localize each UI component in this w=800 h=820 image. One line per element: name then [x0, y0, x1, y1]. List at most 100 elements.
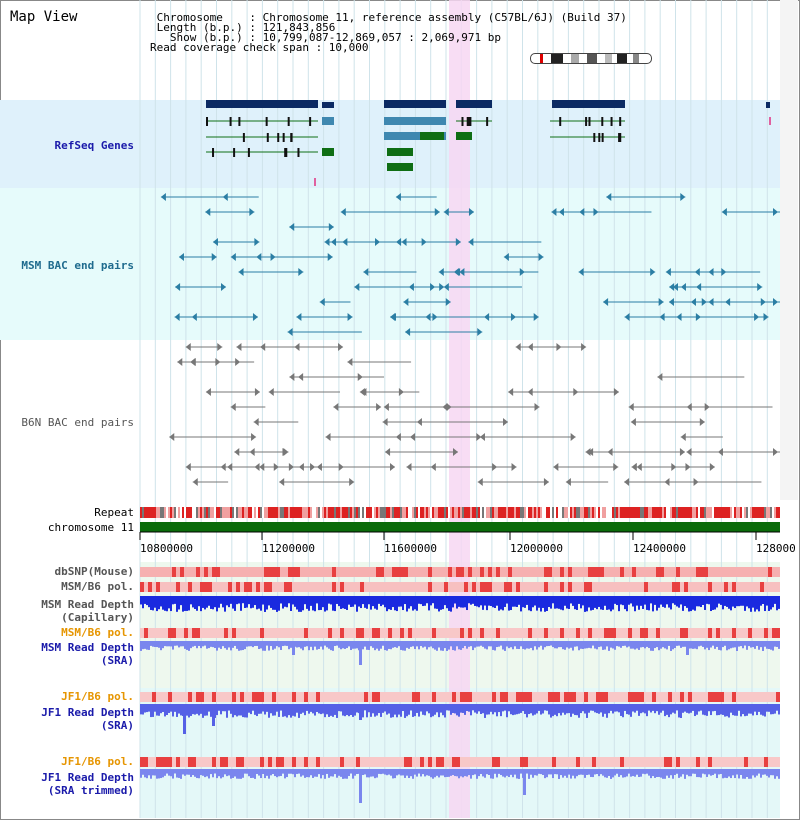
- jf1-b6-pol-strip: [372, 692, 376, 702]
- repeat-mark: [738, 507, 740, 518]
- jf1-sra-depth: [264, 704, 266, 715]
- dbsnp-strip: [396, 567, 400, 577]
- msm-capillary-depth: [662, 596, 664, 607]
- jf1-b6-pol-strip: [352, 692, 356, 702]
- jf1-sra-depth: [666, 704, 668, 715]
- jf1-sra-depth: [406, 704, 408, 717]
- jf1-sra-depth: [592, 704, 594, 711]
- jf1-b6-pol-strip: [456, 692, 460, 702]
- msm-b6-pol-strip: [488, 582, 492, 592]
- dbsnp-strip: [572, 567, 576, 577]
- jf1-trimmed-depth: [242, 769, 244, 778]
- msm-sra-depth: [600, 641, 602, 647]
- jf1-b6-pol-trimmed-strip: [332, 757, 336, 767]
- msm-b6-pol-sra-strip: [724, 628, 728, 638]
- msm-b6-pol-strip: [500, 582, 504, 592]
- dbsnp-strip: [680, 567, 684, 577]
- jf1-trimmed-depth: [268, 769, 270, 779]
- repeat-mark: [778, 507, 780, 518]
- gene-exon-mark: [588, 117, 591, 126]
- jf1-trimmed-depth: [382, 769, 384, 774]
- jf1-trimmed-depth: [498, 769, 500, 774]
- msm-b6-pol-strip: [408, 582, 412, 592]
- jf1-b6-pol-trimmed-strip: [524, 757, 528, 767]
- repeat-mark: [212, 507, 214, 518]
- jf1-trimmed-depth: [146, 769, 148, 779]
- msm-sra-depth: [176, 641, 178, 646]
- jf1-b6-pol-strip: [300, 692, 304, 702]
- jf1-b6-pol-strip: [612, 692, 616, 702]
- msm-capillary-depth: [556, 596, 558, 609]
- jf1-b6-pol-strip: [668, 692, 672, 702]
- msm-sra-depth: [192, 641, 194, 647]
- msm-bac-pair-end: [391, 313, 397, 321]
- msm-sra-depth: [162, 641, 164, 649]
- msm-b6-pol-strip: [292, 582, 296, 592]
- jf1-trimmed-depth: [172, 769, 174, 779]
- chromosome-ideogram[interactable]: [530, 53, 652, 64]
- jf1-b6-pol-strip: [484, 692, 488, 702]
- jf1-b6-pol-trimmed-strip: [680, 757, 684, 767]
- highlight-region[interactable]: [449, 0, 470, 818]
- jf1-b6-pol-strip: [208, 692, 212, 702]
- msm-capillary-depth: [596, 596, 598, 610]
- msm-b6-pol-sra-strip: [260, 628, 264, 638]
- msm-bac-pair-end: [669, 283, 675, 291]
- jf1-trimmed-depth: [140, 769, 142, 778]
- b6n-bac-pair-end: [680, 433, 686, 441]
- jf1-sra-depth: [680, 704, 682, 718]
- msm-capillary-depth: [470, 596, 472, 605]
- repeat-mark: [550, 507, 552, 518]
- repeat-mark: [200, 507, 202, 518]
- jf1-sra-depth: [456, 704, 458, 716]
- jf1-b6-pol-trimmed-strip: [268, 757, 272, 767]
- repeat-mark: [366, 507, 368, 518]
- jf1-sra-depth: [682, 704, 684, 713]
- gene-marker: [314, 178, 316, 186]
- jf1-b6-pol-trimmed-strip: [776, 757, 780, 767]
- msm-b6-pol-sra-strip: [316, 628, 320, 638]
- msm-b6-pol-sra-strip: [188, 628, 192, 638]
- repeat-mark: [474, 507, 476, 518]
- repeat-mark: [372, 507, 374, 518]
- msm-capillary-depth: [550, 596, 552, 609]
- msm-capillary-depth: [222, 596, 224, 608]
- gene-exon-mark: [601, 133, 604, 142]
- jf1-sra-depth: [448, 704, 450, 711]
- jf1-b6-pol-trimmed-strip: [140, 757, 144, 767]
- msm-b6-pol-strip: [324, 582, 328, 592]
- msm-sra-depth: [542, 641, 544, 650]
- jf1-sra-depth: [656, 704, 658, 712]
- msm-b6-pol-strip: [280, 582, 284, 592]
- jf1-b6-pol-strip: [324, 692, 328, 702]
- msm-sra-depth: [494, 641, 496, 651]
- jf1-b6-pol-trimmed-strip: [536, 757, 540, 767]
- msm-capillary-depth: [772, 596, 774, 608]
- msm-sra-depth: [376, 641, 378, 649]
- msm-sra-depth: [610, 641, 612, 648]
- msm-b6-pol-strip: [340, 582, 344, 592]
- msm-capillary-depth: [336, 596, 338, 604]
- label-line: JF1/B6 pol.: [61, 690, 134, 703]
- dbsnp-strip: [152, 567, 156, 577]
- jf1-sra-depth: [314, 704, 316, 716]
- jf1-sra-depth: [164, 704, 166, 717]
- jf1-sra-depth: [600, 704, 602, 713]
- msm-b6-pol-sra-strip: [712, 628, 716, 638]
- jf1-b6-pol-strip: [244, 692, 248, 702]
- msm-b6-pol-sra-strip: [228, 628, 232, 638]
- msm-sra-depth: [424, 641, 426, 647]
- msm-capillary-depth: [370, 596, 372, 610]
- b6n-bac-pair-end: [553, 463, 559, 471]
- dbsnp-strip: [240, 567, 244, 577]
- repeat-mark: [246, 507, 248, 518]
- jf1-sra-depth: [664, 704, 666, 717]
- jf1-sra-depth: [324, 704, 326, 718]
- msm-sra-depth: [604, 641, 606, 650]
- repeat-mark: [216, 507, 218, 518]
- msm-b6-pol-strip: [164, 582, 168, 592]
- jf1-sra-depth: [670, 704, 672, 715]
- repeat-mark: [508, 507, 510, 518]
- msm-capillary-depth: [542, 596, 544, 608]
- msm-sra-depth: [742, 641, 744, 649]
